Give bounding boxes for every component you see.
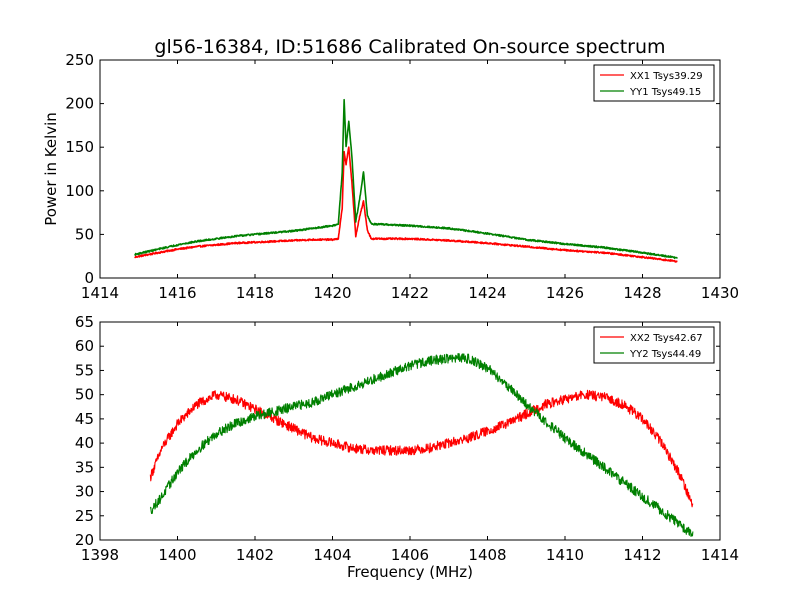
y-tick-label: 250: [65, 51, 94, 69]
x-tick-label: 1406: [391, 546, 429, 564]
legend-label: XX2 Tsys42.67: [630, 333, 703, 344]
series-line-2-1: [149, 389, 694, 508]
chart-2: 1398 1400 1402 1404 1406 1408 1410 1412 1414 20 25…: [75, 313, 739, 581]
series-line-1-1: [134, 146, 678, 263]
legend-label: YY1 Tsys49.15: [629, 87, 701, 98]
y-tick-label: 150: [65, 138, 94, 156]
x-tick-label: 1402: [236, 546, 274, 564]
x-tick-label: 1398: [81, 546, 119, 564]
y-tick-label: 40: [75, 434, 94, 452]
x-tick-label: 1430: [701, 284, 739, 302]
y-tick-label: 30: [75, 483, 94, 501]
x-tick-label: 1408: [468, 546, 506, 564]
y-tick-label: 35: [75, 458, 94, 476]
y-tick-label: 200: [65, 95, 94, 113]
y-tick-label: 100: [65, 182, 94, 200]
legend: XX2 Tsys42.67 YY2 Tsys44.49: [593, 326, 715, 364]
y-tick-label: 50: [75, 225, 94, 243]
x-tick-label: 1404: [313, 546, 351, 564]
x-tick-label: 1400: [158, 546, 196, 564]
series-line-2-2: [149, 352, 694, 537]
y-tick-label: 50: [75, 386, 94, 404]
legend-label: XX1 Tsys39.29: [630, 71, 703, 82]
chart-title: gl56-16384, ID:51686 Calibrated On-sourc…: [154, 36, 665, 58]
x-tick-label: 1414: [81, 284, 119, 302]
legend-label: YY2 Tsys44.49: [629, 349, 701, 360]
x-tick-label: 1414: [701, 546, 739, 564]
y-tick-label: 20: [75, 531, 94, 549]
series-line-1-2: [134, 98, 679, 260]
y-tick-label: 55: [75, 361, 94, 379]
x-tick-label: 1410: [546, 546, 584, 564]
y-tick-label: 65: [75, 313, 94, 331]
legend: XX1 Tsys39.29 YY1 Tsys49.15: [593, 64, 715, 102]
legend-box: [593, 326, 715, 364]
x-tick-label: 1420: [313, 284, 351, 302]
x-tick-label: 1428: [623, 284, 661, 302]
x-tick-label: 1418: [236, 284, 274, 302]
y-tick-label: 45: [75, 410, 94, 428]
y-axis-label: Power in Kelvin: [42, 112, 60, 226]
legend-box: [593, 64, 715, 102]
x-tick-label: 1424: [468, 284, 506, 302]
y-tick-label: 60: [75, 337, 94, 355]
x-tick-label: 1426: [546, 284, 584, 302]
x-axis-label: Frequency (MHz): [347, 563, 473, 581]
chart-1: 1414 1416 1418 1420 1422 1424 1426 1428 1430 0 50 1…: [42, 51, 739, 302]
x-tick-label: 1422: [391, 284, 429, 302]
x-tick-label: 1412: [623, 546, 661, 564]
x-tick-label: 1416: [158, 284, 196, 302]
y-tick-label: 25: [75, 507, 94, 525]
y-tick-label: 0: [84, 269, 94, 287]
